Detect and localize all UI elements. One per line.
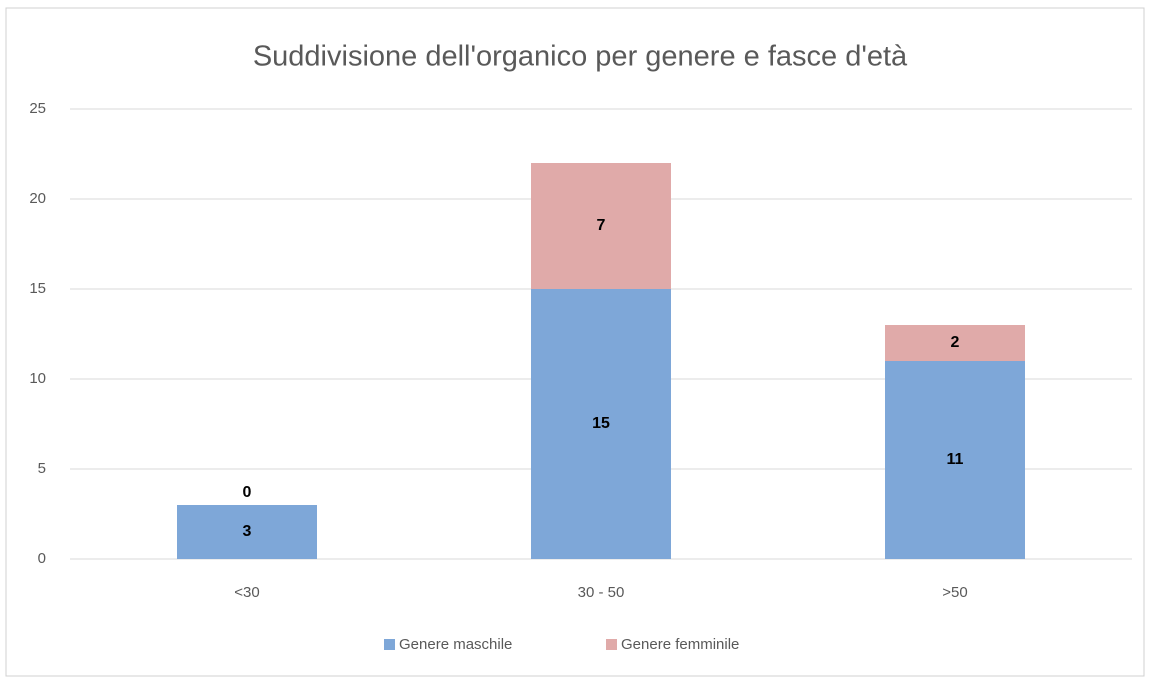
chart-title: Suddivisione dell'organico per genere e … bbox=[253, 41, 908, 73]
x-tick-label: <30 bbox=[234, 584, 259, 601]
bar-segment bbox=[885, 325, 1025, 361]
x-tick-label: 30 - 50 bbox=[578, 584, 625, 601]
y-tick-label: 25 bbox=[29, 100, 46, 117]
x-tick-label: >50 bbox=[942, 584, 967, 601]
legend-label: Genere maschile bbox=[399, 636, 512, 653]
legend-label: Genere femminile bbox=[621, 636, 739, 653]
y-tick-label: 10 bbox=[29, 370, 46, 387]
y-tick-label: 15 bbox=[29, 280, 46, 297]
data-label: 7 bbox=[597, 217, 606, 234]
data-label: 2 bbox=[951, 334, 960, 351]
y-tick-label: 5 bbox=[38, 460, 46, 477]
y-tick-label: 0 bbox=[38, 550, 46, 567]
bar-segment bbox=[177, 505, 317, 559]
bar-segment bbox=[885, 361, 1025, 559]
data-label: 15 bbox=[592, 415, 610, 432]
bar-segment bbox=[531, 163, 671, 289]
y-tick-label: 20 bbox=[29, 190, 46, 207]
bar-segment bbox=[531, 289, 671, 559]
data-label: 0 bbox=[243, 484, 252, 501]
data-label: 3 bbox=[243, 523, 252, 540]
data-label: 11 bbox=[947, 451, 964, 468]
legend-swatch bbox=[384, 639, 395, 650]
legend-swatch bbox=[606, 639, 617, 650]
